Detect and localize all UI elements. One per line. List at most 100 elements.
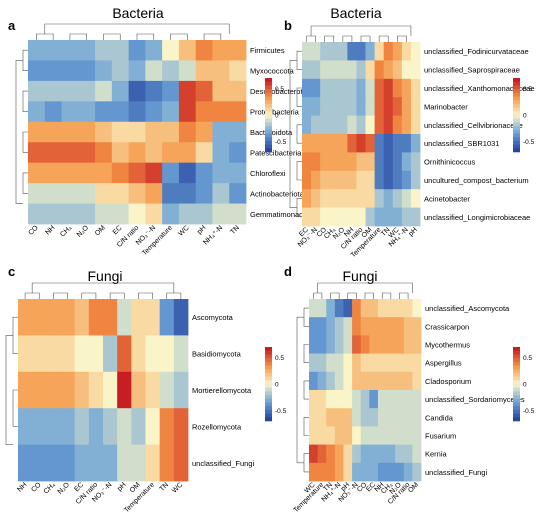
heatmap-cell: [412, 426, 422, 445]
heatmap-cell: [128, 183, 146, 204]
heatmap-cell: [374, 42, 385, 61]
heatmap-cell: [117, 444, 132, 482]
row-label: uncultured_compost_bacterium: [424, 176, 529, 185]
colorbar-segment: [265, 118, 272, 123]
column-dendrogram: [36, 23, 230, 40]
heatmap-cell: [395, 353, 405, 373]
heatmap-cell: [374, 134, 385, 153]
heatmap-cell: [229, 183, 247, 204]
heatmap-cell: [383, 60, 394, 80]
colorbar-segment: [513, 111, 520, 116]
colorbar-segment: [513, 100, 520, 105]
heatmap-cell: [128, 162, 146, 184]
heatmap-cell: [392, 189, 403, 208]
heatmap-cell: [195, 101, 213, 123]
heatmap-cell: [103, 444, 118, 482]
heatmap-cell: [369, 408, 379, 427]
colorbar-segment: [265, 133, 272, 138]
heatmap-cell: [145, 101, 163, 123]
heatmap-cell: [356, 170, 366, 190]
colorbar-tick: 0.5: [523, 355, 532, 362]
column-label: NH: [16, 481, 28, 493]
heatmap-cell: [111, 203, 130, 225]
heatmap-cell: [46, 299, 61, 336]
heatmap-cell: [44, 183, 62, 204]
heatmap-cell: [311, 42, 321, 61]
heatmap-cell: [392, 115, 403, 135]
heatmap-cell: [352, 408, 362, 427]
heatmap-cell: [392, 134, 403, 153]
heatmap-cell: [338, 170, 348, 190]
heatmap-cell: [365, 115, 376, 135]
row-label: unclassified_Fungi: [192, 459, 254, 468]
heatmap-cell: [334, 299, 344, 318]
heatmap-cell: [309, 371, 319, 391]
heatmap-cell: [302, 134, 312, 153]
heatmap-cell: [162, 40, 180, 61]
heatmap-cell: [326, 408, 336, 427]
row-label: unclassified_Xanthomonadaceae: [424, 84, 535, 93]
row-dendrogram: [5, 316, 18, 445]
colorbar-segment: [265, 391, 272, 396]
heatmap-cell: [44, 60, 62, 82]
colorbar-segment: [513, 81, 520, 86]
colorbar-segment: [513, 85, 520, 90]
heatmap-cell: [95, 121, 113, 143]
colorbar-segment: [265, 398, 272, 403]
heatmap-cell: [302, 115, 312, 135]
colorbar-segment: [513, 144, 520, 149]
heatmap-cell: [352, 462, 362, 482]
colorbar-segment: [265, 115, 272, 119]
colorbar-segment: [513, 92, 520, 97]
heatmap-cell: [61, 121, 79, 143]
heatmap-cell: [32, 408, 47, 445]
colorbar-segment: [513, 402, 520, 407]
heatmap-cell: [309, 426, 319, 445]
heatmap-cell: [410, 170, 421, 190]
heatmap-cell: [195, 80, 213, 102]
dendrogram-branch: [306, 35, 316, 42]
heatmap-cell: [178, 203, 197, 225]
heatmap-cell: [61, 80, 79, 102]
heatmap-cell: [173, 335, 189, 373]
row-label: Mycothermus: [425, 341, 470, 350]
heatmap-cell: [60, 444, 76, 482]
heatmap-cell: [352, 317, 362, 336]
heatmap-cell: [412, 444, 422, 464]
heatmap-cell: [195, 40, 213, 61]
colorbar-segment: [513, 103, 520, 108]
heatmap-cell: [377, 408, 387, 427]
heatmap-cell: [395, 317, 405, 336]
heatmap-cell: [320, 42, 330, 61]
row-label: unclassified_SBR1031: [424, 139, 499, 148]
heatmap-cell: [320, 134, 330, 153]
dendrogram-branch: [22, 49, 28, 71]
heatmap-cell: [46, 444, 61, 482]
colorbar-segment: [513, 409, 520, 414]
heatmap-cell: [309, 390, 319, 409]
heatmap-cell: [343, 444, 353, 464]
heatmap-cell: [383, 78, 394, 98]
heatmap-cell: [28, 60, 46, 82]
heatmap-cell: [88, 335, 104, 373]
heatmap-cell: [145, 162, 163, 184]
colorbar-segment: [513, 354, 520, 359]
colorbar-segment: [265, 409, 272, 414]
heatmap-cell: [28, 40, 46, 61]
colorbar-segment: [265, 347, 272, 351]
heatmap-cell: [347, 170, 357, 190]
heatmap-cell: [386, 390, 396, 409]
heatmap-cell: [195, 60, 213, 82]
heatmap-cell: [212, 183, 230, 204]
heatmap-cell: [356, 78, 366, 98]
heatmap-cell: [347, 60, 357, 80]
heatmap-cell: [369, 371, 379, 391]
colorbar-tick: -0.5: [275, 408, 287, 415]
colorbar-segment: [513, 387, 520, 392]
colorbar-segment: [265, 89, 272, 94]
heatmap-cell: [95, 101, 113, 123]
colorbar-segment: [513, 347, 520, 351]
column-label: EC: [298, 226, 310, 238]
dendrogram-branch: [342, 35, 353, 42]
